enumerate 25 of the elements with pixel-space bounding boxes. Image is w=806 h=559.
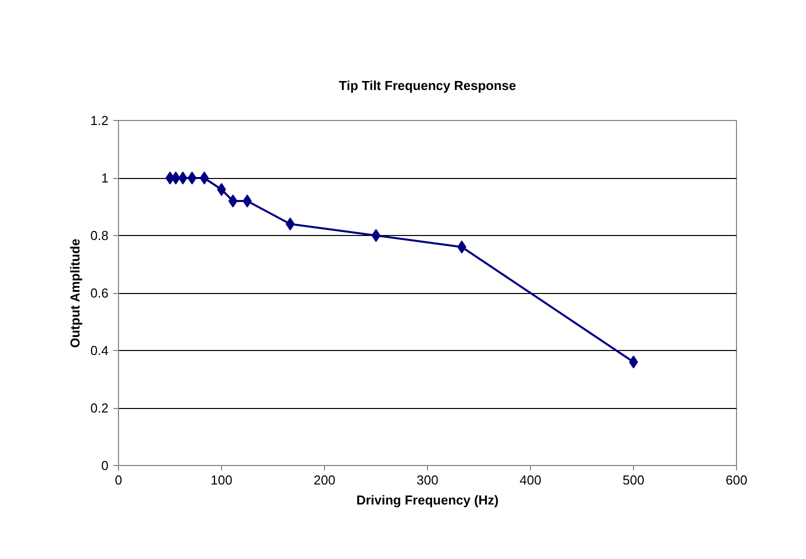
x-axis-title: Driving Frequency (Hz)	[356, 492, 499, 508]
x-tick-label: 600	[726, 472, 748, 488]
point	[242, 194, 252, 208]
x-tick-label: 500	[622, 472, 644, 488]
x-tick-label: 200	[314, 472, 336, 488]
x-tick-label: 0	[114, 472, 122, 488]
point	[457, 240, 466, 254]
y-tick-label: 1.2	[90, 113, 109, 128]
y-tick-label: 0.4	[90, 343, 109, 358]
point	[200, 172, 209, 184]
point	[188, 172, 197, 184]
y-tick-label: 0.6	[90, 286, 109, 300]
x-tick-label: 100	[210, 472, 232, 488]
y-axis-title: Output Amplitude	[67, 238, 82, 348]
y-tick-label: 0.2	[90, 400, 109, 416]
x-tick-label: 400	[520, 472, 542, 488]
x-tick-label: 300	[416, 472, 438, 488]
point	[171, 172, 180, 184]
chart-title: Tip Tilt Frequency Response	[338, 78, 516, 93]
y-tick-label: 1	[101, 170, 109, 186]
point	[286, 218, 295, 230]
point	[228, 194, 238, 208]
y-tick-label: 0.8	[90, 228, 109, 243]
y-tick-label: 0	[101, 458, 109, 473]
point	[178, 172, 188, 184]
